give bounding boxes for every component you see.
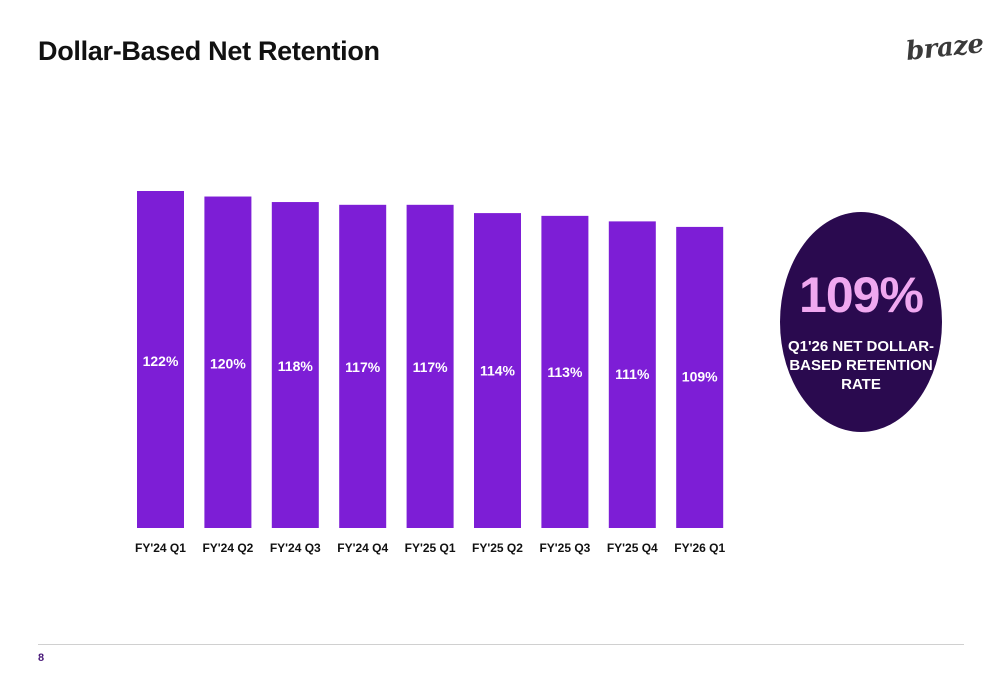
bar-1 <box>137 191 184 528</box>
x-tick-label: FY'24 Q1 <box>135 541 186 555</box>
x-tick-label: FY'25 Q4 <box>607 541 658 555</box>
page-title: Dollar-Based Net Retention <box>38 36 380 66</box>
bar-value-label: 122% <box>143 353 179 369</box>
bar-9 <box>676 226 724 528</box>
bar-value-label: 120% <box>210 355 246 371</box>
x-tick-label: FY'26 Q1 <box>674 541 725 555</box>
bar-6 <box>474 213 521 528</box>
bar-value-label: 113% <box>547 364 583 380</box>
bar-value-label: 114% <box>480 363 516 379</box>
x-tick-label: FY'24 Q3 <box>270 541 321 555</box>
bar-2 <box>204 196 252 528</box>
x-tick-label: FY'25 Q1 <box>405 541 456 555</box>
bar-7 <box>541 215 589 528</box>
bar-value-label: 111% <box>615 366 650 382</box>
footer-divider <box>38 644 964 645</box>
bar-value-label: 117% <box>345 359 381 375</box>
x-tick-label: FY'25 Q2 <box>472 541 523 555</box>
bar-value-label: 109% <box>682 369 718 385</box>
x-tick-label: FY'24 Q4 <box>337 541 388 555</box>
callout-circle: 109% Q1'26 NET DOLLAR- BASED RETENTION R… <box>780 212 942 432</box>
bar-4 <box>339 204 387 529</box>
bar-8 <box>608 221 656 528</box>
bar-3 <box>271 202 319 528</box>
bar-5 <box>406 204 454 529</box>
bar-value-label: 117% <box>413 359 449 375</box>
x-tick-label: FY'25 Q3 <box>539 541 590 555</box>
callout-value: 109% <box>799 267 924 323</box>
bar-value-label: 118% <box>278 358 314 374</box>
x-tick-label: FY'24 Q2 <box>202 541 253 555</box>
page-number: 8 <box>38 652 45 664</box>
callout-label: Q1'26 NET DOLLAR- BASED RETENTION RATE <box>787 338 935 393</box>
